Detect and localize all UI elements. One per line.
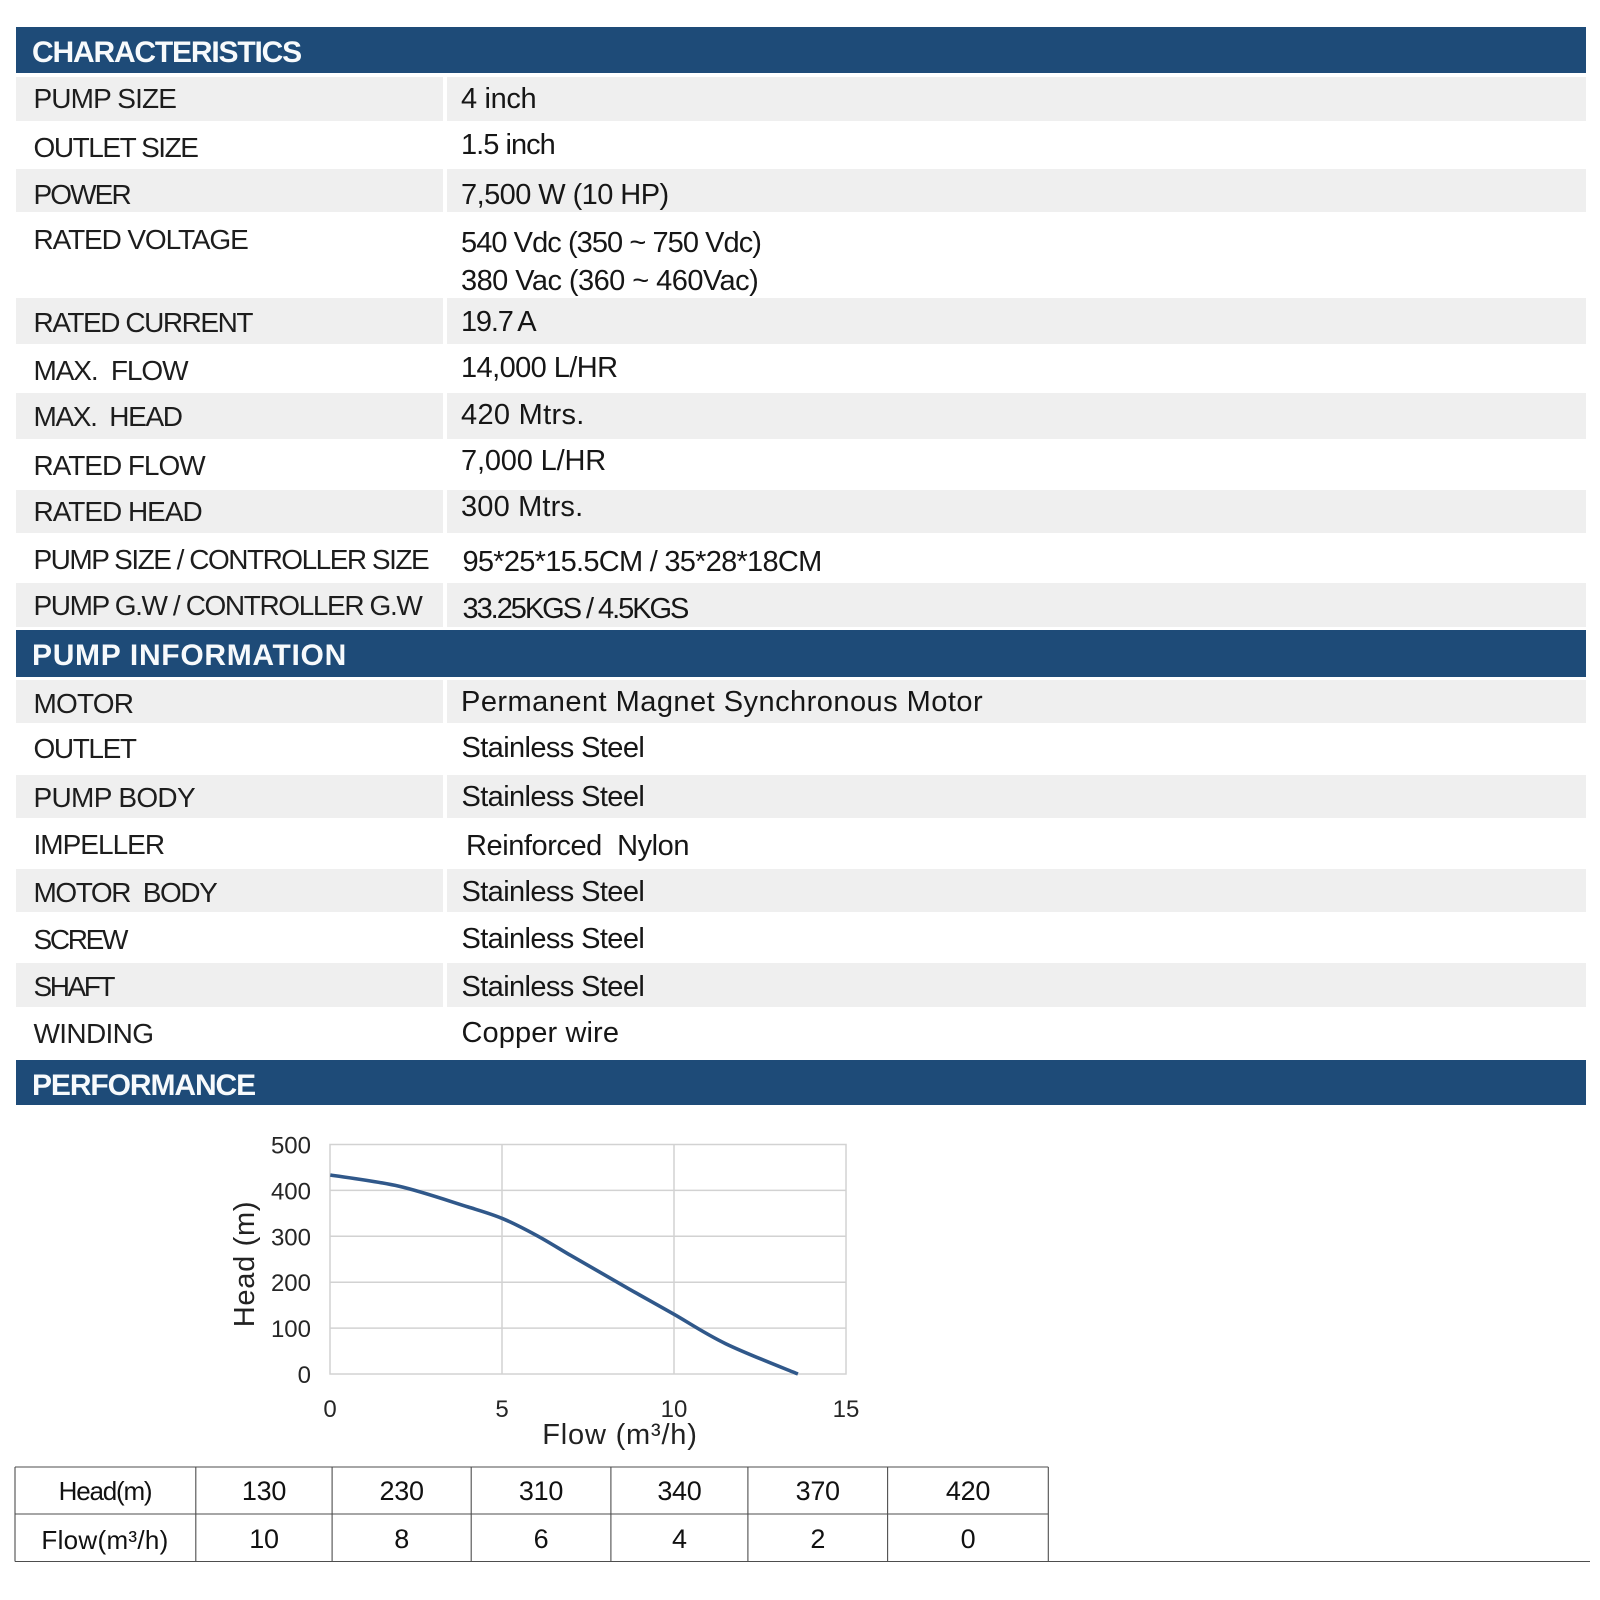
svg-text:Head (m): Head (m): [229, 1201, 261, 1327]
svg-text:230: 230: [380, 1476, 424, 1506]
svg-text:10: 10: [661, 1396, 688, 1423]
svg-text:370: 370: [796, 1476, 840, 1506]
svg-text:2: 2: [810, 1524, 825, 1554]
svg-text:10: 10: [249, 1524, 278, 1554]
svg-text:15: 15: [833, 1396, 860, 1423]
svg-text:Flow (m³/h): Flow (m³/h): [542, 1419, 697, 1451]
svg-text:130: 130: [242, 1476, 286, 1506]
svg-text:Head(m): Head(m): [59, 1476, 152, 1506]
svg-text:0: 0: [961, 1524, 976, 1554]
svg-text:300: 300: [271, 1224, 311, 1251]
svg-text:Flow(m³/h): Flow(m³/h): [41, 1525, 168, 1555]
svg-text:200: 200: [271, 1270, 311, 1297]
svg-text:340: 340: [657, 1476, 701, 1506]
svg-text:4: 4: [672, 1524, 687, 1554]
svg-text:6: 6: [534, 1524, 549, 1554]
svg-text:500: 500: [271, 1133, 311, 1160]
svg-text:420: 420: [946, 1476, 990, 1506]
svg-text:400: 400: [271, 1178, 311, 1205]
svg-text:8: 8: [394, 1524, 409, 1554]
svg-text:0: 0: [298, 1362, 311, 1389]
svg-text:0: 0: [323, 1396, 336, 1423]
svg-text:5: 5: [495, 1396, 508, 1423]
svg-text:100: 100: [271, 1316, 311, 1343]
svg-text:310: 310: [519, 1476, 563, 1506]
